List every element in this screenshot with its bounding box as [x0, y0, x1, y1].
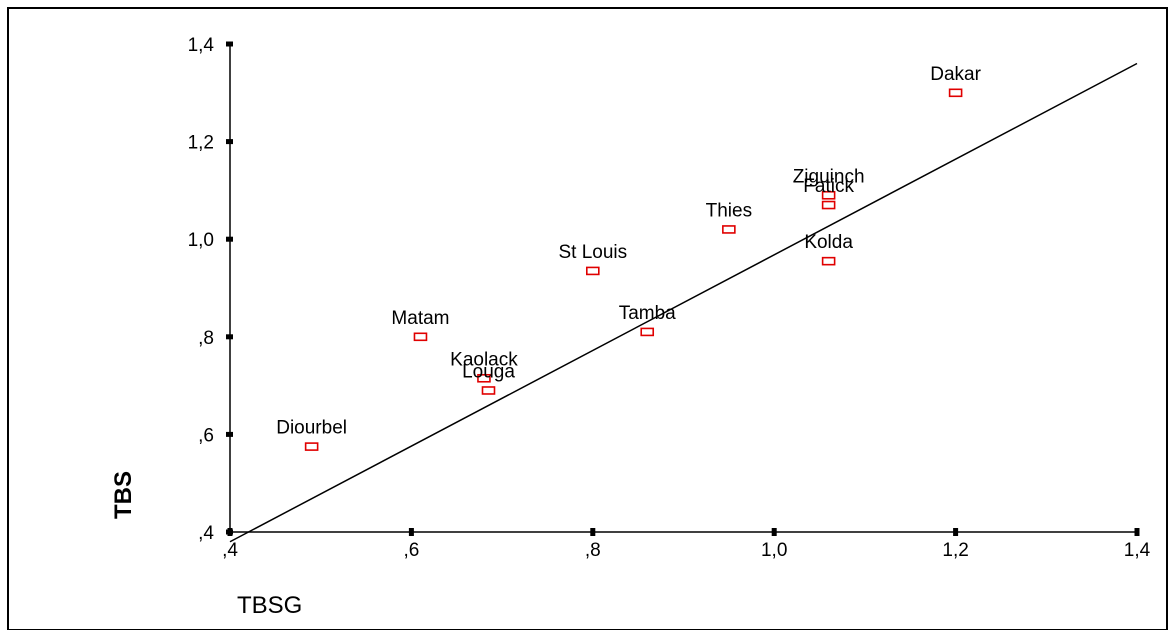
data-point-label: Kolda — [804, 232, 853, 253]
reference-line — [229, 62, 1138, 543]
data-point-marker — [477, 373, 491, 383]
x-tick-label: ,6 — [403, 540, 419, 561]
data-point-label: Ziguinch — [793, 166, 865, 187]
data-point-marker — [585, 266, 600, 276]
y-tick-label: 1,0 — [188, 230, 214, 251]
x-tick-label: 1,4 — [1124, 540, 1151, 561]
data-point-marker — [948, 88, 963, 98]
data-point-marker — [413, 332, 428, 342]
data-point-label: Thies — [706, 200, 752, 221]
x-tick-label: ,8 — [585, 540, 601, 561]
y-tick-label: ,8 — [198, 328, 214, 349]
x-tick-label: ,4 — [222, 540, 238, 561]
y-axis-title: TBS — [110, 471, 137, 519]
x-tick-mark — [227, 528, 233, 536]
data-point-marker — [481, 386, 496, 395]
data-point-marker — [640, 327, 655, 337]
data-point-label: Fatick — [803, 176, 854, 197]
data-point-label: Louga — [462, 361, 515, 382]
outer-border — [7, 7, 1168, 630]
x-tick-label: 1,0 — [761, 540, 787, 561]
x-tick-label: 1,2 — [942, 540, 968, 561]
data-point-label: Diourbel — [276, 418, 347, 439]
y-tick-label: 1,4 — [188, 35, 215, 56]
data-point-marker — [722, 225, 736, 234]
y-tick-label: 1,2 — [188, 133, 214, 154]
x-tick-mark — [953, 528, 959, 536]
x-tick-mark — [590, 528, 596, 536]
y-tick-mark — [226, 41, 233, 47]
data-point-label: Matam — [391, 308, 449, 329]
x-tick-mark — [408, 528, 414, 536]
y-tick-mark — [226, 236, 233, 242]
x-tick-mark — [1134, 528, 1140, 536]
data-point-label: Kaolack — [450, 349, 518, 370]
data-point-marker — [304, 442, 319, 451]
y-tick-label: ,4 — [198, 523, 214, 544]
y-tick-label: ,6 — [198, 425, 214, 446]
data-point-marker — [821, 190, 836, 200]
y-tick-mark — [226, 431, 233, 437]
data-point-label: Dakar — [930, 64, 981, 85]
y-tick-mark — [226, 334, 233, 340]
x-tick-mark — [771, 528, 777, 536]
data-point-label: St Louis — [558, 242, 627, 263]
x-axis-title: TBSG — [237, 592, 302, 619]
y-tick-mark — [226, 139, 233, 145]
data-point-marker — [821, 200, 836, 210]
data-point-label: Tamba — [619, 303, 676, 324]
data-point-marker — [821, 256, 836, 266]
